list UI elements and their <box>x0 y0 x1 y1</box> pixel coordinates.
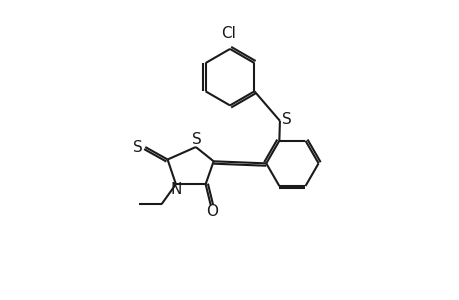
Text: Cl: Cl <box>221 26 235 40</box>
Text: S: S <box>192 132 202 147</box>
Text: N: N <box>170 182 181 197</box>
Text: O: O <box>206 204 218 219</box>
Text: S: S <box>282 112 291 127</box>
Text: S: S <box>133 140 142 154</box>
